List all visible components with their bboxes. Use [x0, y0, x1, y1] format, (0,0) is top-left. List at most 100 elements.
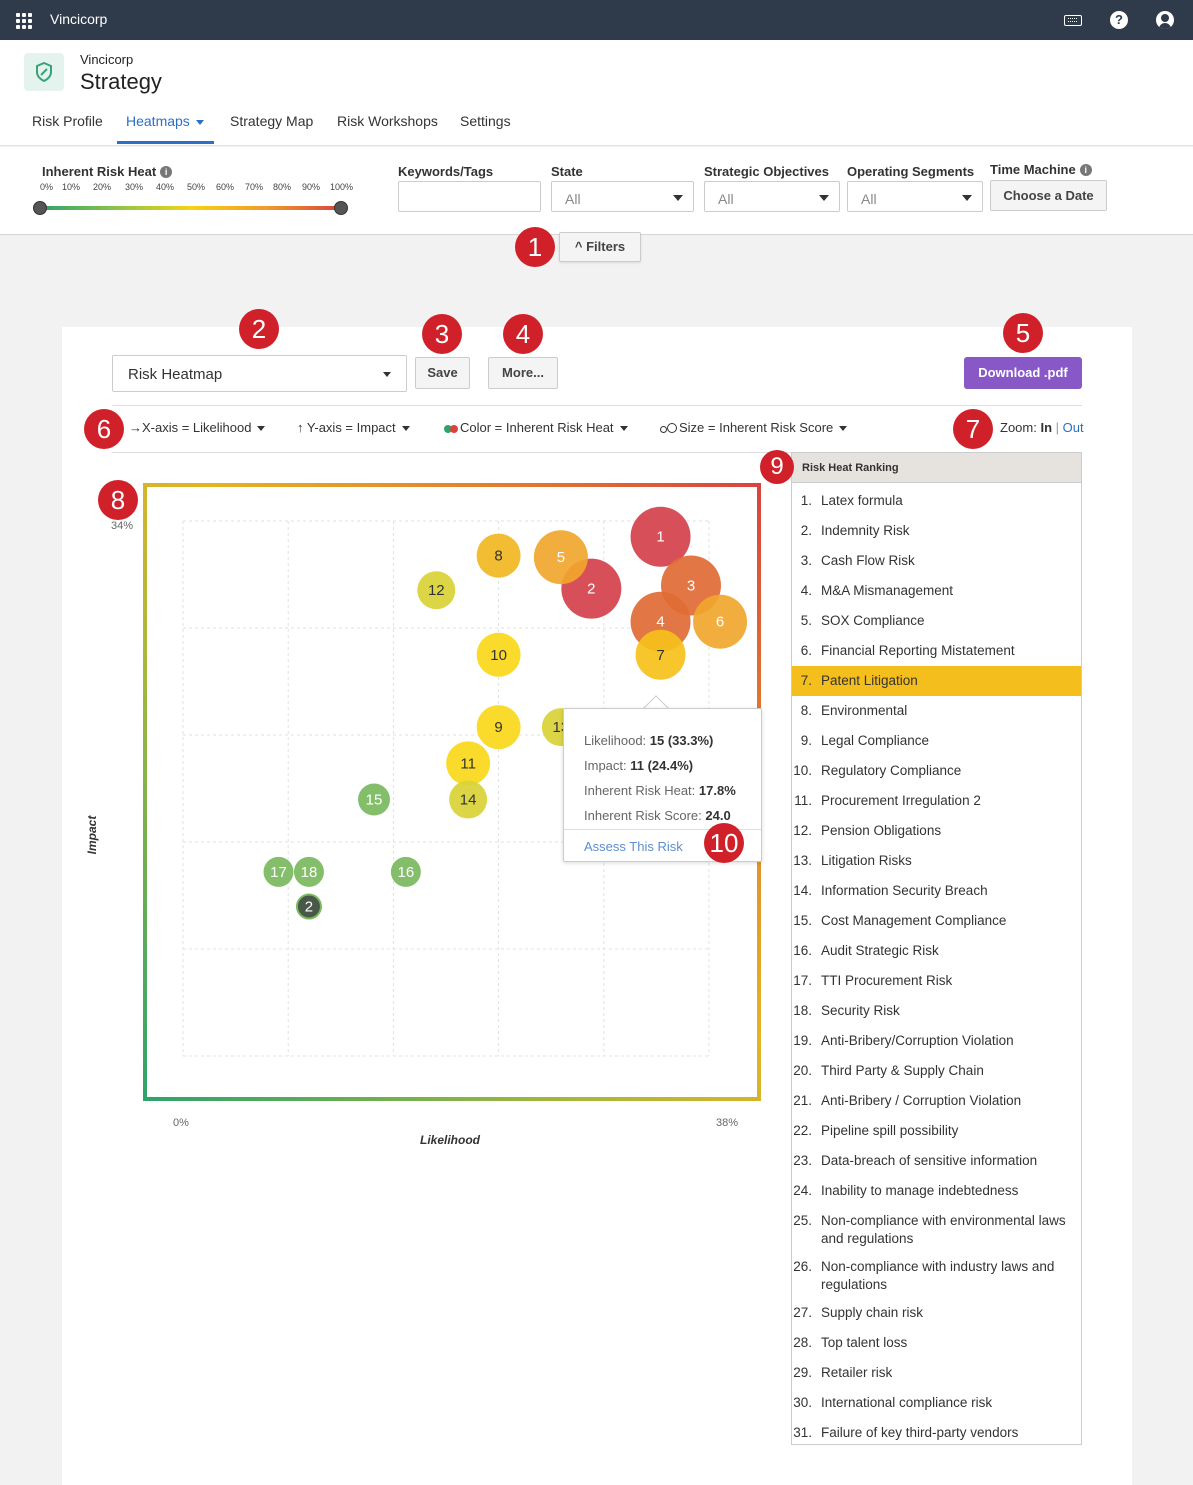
- ranking-item[interactable]: 1. Latex formula: [792, 486, 1081, 516]
- ranking-item[interactable]: 8. Environmental: [792, 696, 1081, 726]
- ranking-item[interactable]: 29. Retailer risk: [792, 1358, 1081, 1388]
- ranking-item[interactable]: 19. Anti-Bribery/Corruption Violation: [792, 1026, 1081, 1056]
- ranking-item[interactable]: 22. Pipeline spill possibility: [792, 1116, 1081, 1146]
- risk-bubble[interactable]: 16: [390, 856, 421, 887]
- tab-risk-profile[interactable]: Risk Profile: [32, 113, 103, 129]
- heat-slider-min-handle[interactable]: [33, 201, 47, 215]
- ranking-item[interactable]: 31. Failure of key third-party vendors: [792, 1418, 1081, 1448]
- choose-date-button[interactable]: Choose a Date: [990, 180, 1107, 211]
- ranking-item[interactable]: 20. Third Party & Supply Chain: [792, 1056, 1081, 1086]
- bubble-circle[interactable]: [533, 530, 588, 585]
- risk-bubble[interactable]: 5: [533, 530, 588, 585]
- ranking-item[interactable]: 12. Pension Obligations: [792, 816, 1081, 846]
- tab-risk-workshops[interactable]: Risk Workshops: [337, 113, 438, 129]
- risk-bubble[interactable]: 1: [630, 506, 691, 567]
- risk-bubble[interactable]: 14: [449, 780, 488, 819]
- ranking-item[interactable]: 17. TTI Procurement Risk: [792, 966, 1081, 996]
- objectives-select[interactable]: All: [704, 181, 840, 212]
- state-select[interactable]: All: [551, 181, 694, 212]
- ranking-item[interactable]: 4. M&A Mismanagement: [792, 576, 1081, 606]
- bubble-label: 2: [305, 899, 313, 916]
- bubble-circle[interactable]: [390, 856, 421, 887]
- ranking-item[interactable]: 14. Information Security Breach: [792, 876, 1081, 906]
- bubble-circle[interactable]: [476, 632, 521, 677]
- risk-tooltip: Likelihood: 15 (33.3%) Impact: 11 (24.4%…: [563, 708, 762, 862]
- chevron-down-icon: [195, 119, 204, 125]
- size-control[interactable]: Size = Inherent Risk Score: [660, 420, 848, 435]
- zoom-in-link[interactable]: In: [1040, 420, 1053, 435]
- segments-select[interactable]: All: [847, 181, 983, 212]
- ranking-item[interactable]: 27. Supply chain risk: [792, 1298, 1081, 1328]
- bubble-circle[interactable]: [693, 594, 748, 649]
- keywords-input[interactable]: [398, 181, 541, 212]
- bubble-circle[interactable]: [358, 783, 391, 816]
- bubble-circle[interactable]: [476, 533, 521, 578]
- bubble-circle[interactable]: [295, 893, 322, 920]
- heatmap-select[interactable]: Risk Heatmap: [112, 355, 407, 392]
- save-button[interactable]: Save: [415, 357, 470, 389]
- zoom-out-link[interactable]: Out: [1062, 420, 1084, 435]
- ranking-item-number: 17.: [793, 973, 812, 988]
- ranking-item[interactable]: 26. Non-compliance with industry laws and…: [792, 1252, 1081, 1298]
- ranking-item[interactable]: 18. Security Risk: [792, 996, 1081, 1026]
- risk-bubble[interactable]: 6: [693, 594, 748, 649]
- tooltip-likelihood-label: Likelihood:: [584, 733, 647, 748]
- color-control[interactable]: Color = Inherent Risk Heat: [444, 420, 628, 435]
- x-axis-control[interactable]: →X-axis = Likelihood: [129, 420, 266, 435]
- divider: [112, 452, 792, 453]
- bubble-circle[interactable]: [293, 856, 324, 887]
- heat-slider-max-handle[interactable]: [334, 201, 348, 215]
- ranking-item[interactable]: 13. Litigation Risks: [792, 846, 1081, 876]
- chevron-down-icon: [839, 426, 848, 432]
- bubble-circle[interactable]: [417, 571, 456, 610]
- info-icon[interactable]: i: [160, 166, 173, 178]
- risk-bubble[interactable]: 12: [417, 571, 456, 610]
- filters-toggle-button[interactable]: ^ Filters: [559, 232, 641, 262]
- tab-heatmaps[interactable]: Heatmaps: [126, 113, 204, 129]
- risk-bubble[interactable]: 7: [635, 629, 686, 680]
- ranking-item[interactable]: 2. Indemnity Risk: [792, 516, 1081, 546]
- bubble-circle[interactable]: [630, 506, 691, 567]
- ranking-item[interactable]: 10. Regulatory Compliance: [792, 756, 1081, 786]
- ranking-item[interactable]: 28. Top talent loss: [792, 1328, 1081, 1358]
- bubble-circle[interactable]: [446, 741, 491, 786]
- ranking-item[interactable]: 16. Audit Strategic Risk: [792, 936, 1081, 966]
- risk-bubble[interactable]: 11: [446, 741, 491, 786]
- risk-bubble[interactable]: 10: [476, 632, 521, 677]
- ranking-item[interactable]: 3. Cash Flow Risk: [792, 546, 1081, 576]
- ranking-item[interactable]: 15. Cost Management Compliance: [792, 906, 1081, 936]
- ranking-item[interactable]: 21. Anti-Bribery / Corruption Violation: [792, 1086, 1081, 1116]
- risk-bubble[interactable]: 2: [295, 893, 322, 920]
- download-pdf-button[interactable]: Download .pdf: [964, 357, 1082, 389]
- ranking-item[interactable]: 9. Legal Compliance: [792, 726, 1081, 756]
- bubble-circle[interactable]: [263, 856, 294, 887]
- info-icon[interactable]: i: [1079, 164, 1092, 176]
- keyboard-icon[interactable]: [1064, 15, 1082, 26]
- bubble-circle[interactable]: [449, 780, 488, 819]
- user-icon[interactable]: [1156, 11, 1174, 29]
- risk-bubble[interactable]: 8: [476, 533, 521, 578]
- risk-bubble[interactable]: 17: [263, 856, 294, 887]
- ranking-item[interactable]: 11. Procurement Irregulation 2: [792, 786, 1081, 816]
- tab-strategy-map[interactable]: Strategy Map: [230, 113, 314, 129]
- ranking-item[interactable]: 7. Patent Litigation: [792, 666, 1081, 696]
- bubble-circle[interactable]: [635, 629, 686, 680]
- y-axis-control[interactable]: ↑ Y-axis = Impact: [297, 420, 410, 435]
- ranking-item[interactable]: 23. Data-breach of sensitive information: [792, 1146, 1081, 1176]
- more-button[interactable]: More...: [488, 357, 558, 389]
- ranking-item[interactable]: 6. Financial Reporting Mistatement: [792, 636, 1081, 666]
- apps-grid-icon[interactable]: [16, 13, 32, 29]
- help-icon[interactable]: ?: [1110, 11, 1128, 29]
- risk-bubble[interactable]: 9: [476, 705, 521, 750]
- ranking-item[interactable]: 25. Non-compliance with environmental law…: [792, 1206, 1081, 1252]
- risk-bubble[interactable]: 18: [293, 856, 324, 887]
- bubble-circle[interactable]: [476, 705, 521, 750]
- ranking-item[interactable]: 30. International compliance risk: [792, 1388, 1081, 1418]
- heat-slider-track[interactable]: [40, 206, 342, 210]
- ranking-item[interactable]: 5. SOX Compliance: [792, 606, 1081, 636]
- ranking-item-label: Anti-Bribery/Corruption Violation: [821, 1033, 1014, 1048]
- ranking-item[interactable]: 24. Inability to manage indebtedness: [792, 1176, 1081, 1206]
- risk-bubble[interactable]: 15: [358, 783, 391, 816]
- assess-risk-link[interactable]: Assess This Risk: [584, 839, 683, 854]
- tab-settings[interactable]: Settings: [460, 113, 511, 129]
